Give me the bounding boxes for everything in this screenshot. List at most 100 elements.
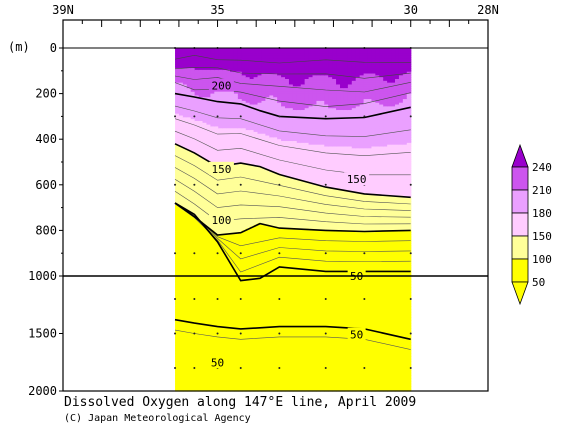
bold-contour-150	[174, 143, 411, 199]
station-dot	[174, 183, 177, 186]
thin-contour	[174, 75, 411, 93]
thin-contour	[174, 118, 411, 157]
station-dot	[363, 252, 366, 255]
station-dot	[216, 332, 219, 335]
station-dot	[174, 367, 177, 369]
depth-tick-label: 600	[35, 178, 57, 192]
legend-label: 180	[532, 207, 552, 220]
station-dot	[216, 252, 219, 255]
contour-label-bg	[208, 161, 234, 175]
station-dot	[324, 183, 327, 186]
station-dot	[363, 298, 366, 300]
contour-label-bg	[208, 355, 227, 369]
station-dot	[193, 252, 196, 255]
depth-unit-label: (m)	[8, 40, 30, 54]
depth-tick-label: 1500	[28, 327, 57, 341]
thin-contour	[174, 66, 411, 79]
contour-label: 100	[211, 214, 231, 227]
depth-tick-label: 2000	[28, 384, 57, 398]
contour-label-bg	[347, 327, 366, 341]
thin-contour	[174, 155, 411, 205]
depth-axis: (m) 0 200 400 600 800 1000 1500 2000	[8, 40, 63, 398]
station-dot	[239, 298, 242, 300]
latitude-axis: 39N 35 30 28N	[52, 3, 499, 49]
thin-contour	[174, 82, 411, 107]
thin-contour	[174, 167, 411, 211]
station-dot	[278, 367, 281, 369]
station-dot	[324, 252, 327, 255]
depth-tick-label: 400	[35, 132, 57, 146]
depth-tick-label: 800	[35, 223, 57, 237]
station-dot	[324, 367, 327, 369]
station-dot	[239, 252, 242, 255]
station-dot	[239, 115, 242, 118]
station-dot	[193, 298, 196, 300]
contour-label-bg	[208, 213, 234, 227]
legend-swatch	[511, 212, 529, 237]
station-dot	[409, 252, 412, 255]
station-dot	[193, 115, 196, 118]
station-dot	[363, 367, 366, 369]
contour-label-bg	[208, 78, 234, 92]
station-dot	[193, 367, 196, 369]
legend-label: 100	[532, 253, 552, 266]
legend-swatch	[511, 166, 529, 191]
station-dot	[174, 298, 177, 300]
contour-label: 150	[347, 173, 367, 186]
depth-tick-label: 1000	[28, 269, 57, 283]
station-dot	[174, 252, 177, 255]
depth-tick-label: 0	[50, 41, 57, 55]
station-dot	[216, 183, 219, 186]
station-dot	[278, 298, 281, 300]
station-dot	[239, 183, 242, 186]
credit-text: (C) Japan Meteorological Agency	[64, 413, 251, 424]
thin-contour	[174, 54, 411, 64]
legend-label: 50	[532, 276, 545, 289]
station-dot	[239, 332, 242, 335]
latitude-tick-label: 35	[210, 3, 224, 17]
latitude-tick-label: 30	[404, 3, 418, 17]
station-dot	[278, 115, 281, 118]
station-dot	[193, 183, 196, 186]
contour-label: 50	[211, 356, 224, 369]
station-dot	[278, 332, 281, 335]
thin-contour	[174, 203, 411, 260]
station-dot	[324, 298, 327, 300]
bold-contour-200	[174, 92, 411, 120]
thin-contour	[174, 203, 411, 273]
latitude-tick-label: 39N	[52, 3, 74, 17]
legend-label: 150	[532, 230, 552, 243]
station-dot	[174, 115, 177, 118]
contour-label: 150	[211, 163, 231, 176]
thin-contour	[174, 190, 411, 225]
station-dot	[216, 115, 219, 118]
depth-tick-label: 200	[35, 87, 57, 101]
contour-label-bg	[344, 172, 370, 186]
station-dot	[409, 298, 412, 300]
contour-label: 50	[350, 329, 363, 342]
legend-swatch	[511, 189, 529, 214]
station-dot	[409, 367, 412, 369]
station-dot	[216, 298, 219, 300]
thin-contour	[174, 179, 411, 218]
chart-title: Dissolved Oxygen along 147°E line, April…	[64, 395, 417, 410]
contour-label: 200	[211, 80, 231, 93]
station-dot	[409, 183, 412, 186]
contour-fill-bands	[175, 48, 412, 392]
station-dot	[324, 115, 327, 118]
station-dot	[409, 332, 412, 335]
legend-label: 210	[532, 184, 552, 197]
station-dot	[174, 332, 177, 335]
legend-cap-bottom	[511, 281, 529, 306]
legend-label: 240	[532, 161, 552, 174]
station-dot	[278, 252, 281, 255]
station-dot	[363, 115, 366, 118]
thin-contour	[174, 105, 411, 137]
legend-swatch	[511, 258, 529, 283]
color-legend: 240 210 180 150 100 50	[511, 143, 552, 306]
station-dot	[409, 115, 412, 118]
station-dot	[239, 367, 242, 369]
station-dot	[324, 332, 327, 335]
